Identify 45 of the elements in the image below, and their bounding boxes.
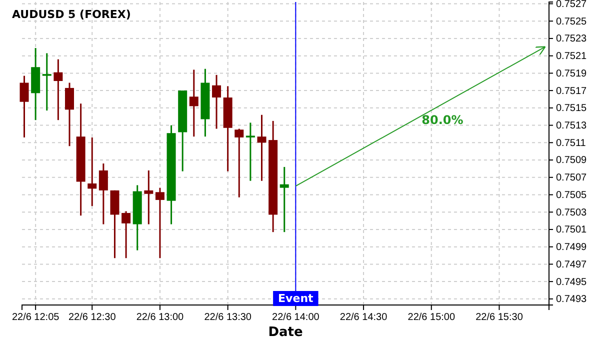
x-tick-label: 22/6 15:30: [476, 312, 524, 324]
y-tick-label: 0.7523: [556, 34, 588, 45]
y-tick-label: 0.7513: [556, 120, 588, 132]
y-tick-label: 0.7493: [556, 294, 588, 306]
x-tick-label: 22/6 15:00: [408, 312, 456, 324]
y-tick-label: 0.7495: [556, 276, 588, 288]
x-tick-label: 22/6 14:00: [272, 312, 320, 324]
candlestick: [189, 68, 198, 138]
x-tick-label: 22/6 13:30: [204, 312, 252, 324]
candlestick: [212, 74, 222, 130]
candlestick: [65, 82, 74, 147]
y-tick-label: 0.7517: [556, 86, 588, 97]
y-tick-label: 0.7509: [556, 155, 588, 166]
x-tick-label: 22/6 14:30: [340, 312, 388, 324]
candlestick: [98, 162, 108, 226]
y-tick-label: 0.7515: [556, 103, 588, 114]
candlestick: [20, 75, 29, 138]
y-tick-label: 0.7519: [556, 68, 588, 80]
candlestick: [54, 58, 63, 121]
y-tick-label: 0.7497: [556, 259, 588, 270]
candlestick: [257, 114, 266, 182]
x-tick-label: 22/6 13:00: [136, 312, 184, 324]
text: AUDUSD 5 (FOREX): [12, 8, 131, 21]
y-tick-label: 0.7505: [556, 190, 588, 201]
y-tick-label: 0.7499: [556, 242, 588, 254]
ref-line-label: Event: [278, 292, 314, 305]
candlestick: [155, 187, 164, 259]
candlestick: [88, 136, 97, 207]
candlestick: [42, 52, 52, 112]
y-tick-label: 0.7501: [556, 224, 588, 236]
y-tick-label: 0.7511: [556, 138, 586, 149]
x-tick-label: 22/6 12:05: [12, 312, 60, 324]
candlestick: [234, 128, 244, 198]
x-tick-label: 22/6 12:30: [68, 312, 116, 324]
x-axis-title: Date: [268, 325, 303, 340]
candlestick: [280, 166, 289, 233]
y-tick-label: 0.7525: [556, 16, 588, 28]
candlestick: [122, 210, 131, 259]
y-tick-label: 0.7503: [556, 207, 588, 218]
candlestick: [246, 122, 255, 182]
y-tick-label: 0.7521: [556, 51, 588, 62]
annotation: 80.0%: [422, 113, 464, 128]
y-tick-label: 0.7527: [556, 0, 588, 10]
y-tick-label: 0.7507: [556, 172, 588, 184]
candlestick: [144, 170, 154, 226]
